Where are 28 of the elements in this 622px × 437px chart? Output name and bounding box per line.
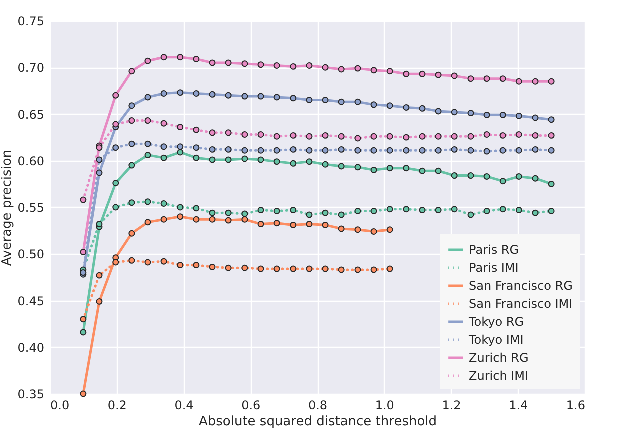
x-tick-label: 0.2 xyxy=(108,398,127,412)
x-tick-label: 0.4 xyxy=(174,398,194,412)
legend-label: San Francisco RG xyxy=(469,279,573,293)
y-tick-label: 0.35 xyxy=(18,388,44,402)
x-tick-label: 0.0 xyxy=(50,398,70,412)
legend-label: Tokyo RG xyxy=(468,315,524,329)
x-tick-label: 0.6 xyxy=(242,398,261,412)
legend-label: Paris IMI xyxy=(469,261,519,275)
y-tick-label: 0.60 xyxy=(18,154,44,168)
y-tick-label: 0.75 xyxy=(18,14,44,28)
y-tick-label: 0.65 xyxy=(18,108,44,122)
legend-label: Zurich RG xyxy=(469,351,529,365)
legend-label: Tokyo IMI xyxy=(468,333,524,347)
legend-label: San Francisco IMI xyxy=(469,297,573,311)
y-tick-label: 0.40 xyxy=(18,340,44,355)
y-tick-label: 0.45 xyxy=(18,294,44,308)
y-tick-label: 0.50 xyxy=(18,248,44,262)
x-axis-title: Absolute squared distance threshold xyxy=(198,414,438,430)
legend-label: Zurich IMI xyxy=(469,369,529,383)
legend-label: Paris RG xyxy=(469,243,520,257)
x-tick-label: 1.6 xyxy=(566,398,586,412)
x-tick-label: 0.8 xyxy=(308,398,328,412)
x-tick-label: 1.4 xyxy=(509,398,528,412)
x-tick-label: 1.0 xyxy=(375,398,394,412)
y-axis-title: Average precision xyxy=(0,150,15,266)
y-tick-label: 0.55 xyxy=(18,201,44,215)
x-tick-label: 1.2 xyxy=(442,398,462,412)
y-tick-label: 0.70 xyxy=(18,61,44,76)
